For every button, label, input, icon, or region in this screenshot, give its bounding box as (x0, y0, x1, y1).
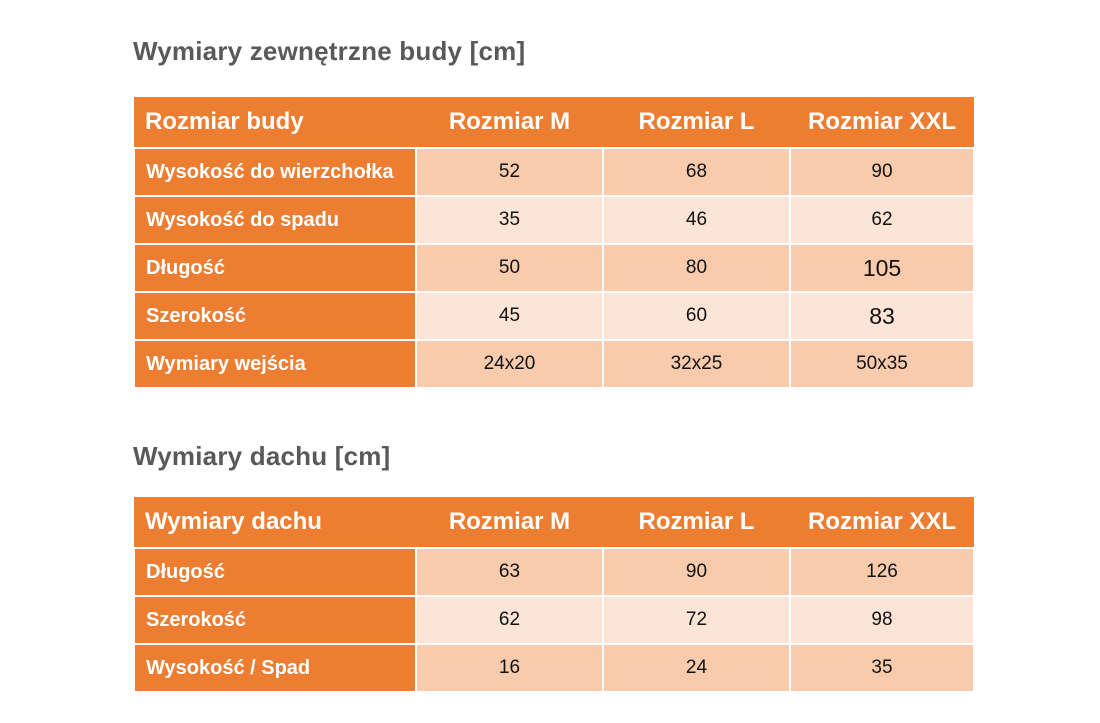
cell-value: 62 (789, 195, 975, 245)
cell-value: 90 (789, 147, 975, 197)
cell-value: 83 (789, 291, 975, 341)
cell-value: 35 (415, 195, 604, 245)
cell-value: 45 (415, 291, 604, 341)
cell-value: 16 (415, 643, 604, 693)
column-header-size-xxl: Rozmiar XXL (790, 497, 974, 548)
table-header-row: Wymiary dachu Rozmiar M Rozmiar L Rozmia… (134, 497, 974, 548)
cell-value: 24x20 (415, 339, 604, 389)
table-row: Szerokość 45 60 83 (133, 291, 975, 341)
cell-value: 62 (415, 595, 604, 645)
column-header-size-l: Rozmiar L (603, 497, 790, 548)
cell-value: 90 (602, 547, 791, 597)
row-label: Wysokość do wierzchołka (133, 147, 417, 197)
cell-value: 80 (602, 243, 791, 293)
table-title-outer-dimensions: Wymiary zewnętrzne budy [cm] (133, 36, 526, 66)
cell-value: 98 (789, 595, 975, 645)
row-label: Długość (133, 547, 417, 597)
row-label: Wysokość do spadu (133, 195, 417, 245)
cell-value: 60 (602, 291, 791, 341)
row-label: Długość (133, 243, 417, 293)
cell-value: 105 (789, 243, 975, 293)
row-label: Szerokość (133, 291, 417, 341)
cell-value: 46 (602, 195, 791, 245)
roof-dimensions-table: Wymiary dachu Rozmiar M Rozmiar L Rozmia… (133, 497, 975, 693)
table-row: Długość 63 90 126 (133, 547, 975, 597)
cell-value: 50x35 (789, 339, 975, 389)
row-label: Wysokość / Spad (133, 643, 417, 693)
table-row: Szerokość 62 72 98 (133, 595, 975, 645)
table-row: Wymiary wejścia 24x20 32x25 50x35 (133, 339, 975, 389)
cell-value: 68 (602, 147, 791, 197)
cell-value: 50 (415, 243, 604, 293)
table-row: Wysokość do wierzchołka 52 68 90 (133, 147, 975, 197)
table-row: Wysokość do spadu 35 46 62 (133, 195, 975, 245)
cell-value: 63 (415, 547, 604, 597)
column-header-size-l: Rozmiar L (603, 97, 790, 148)
column-header-label: Wymiary dachu (134, 497, 416, 548)
outer-dimensions-table: Rozmiar budy Rozmiar M Rozmiar L Rozmiar… (133, 97, 975, 389)
table-title-roof-dimensions: Wymiary dachu [cm] (133, 441, 391, 471)
column-header-label: Rozmiar budy (134, 97, 416, 148)
cell-value: 24 (602, 643, 791, 693)
column-header-size-xxl: Rozmiar XXL (790, 97, 974, 148)
row-label: Szerokość (133, 595, 417, 645)
cell-value: 35 (789, 643, 975, 693)
table-row: Wysokość / Spad 16 24 35 (133, 643, 975, 693)
column-header-size-m: Rozmiar M (416, 97, 603, 148)
table-row: Długość 50 80 105 (133, 243, 975, 293)
cell-value: 52 (415, 147, 604, 197)
cell-value: 32x25 (602, 339, 791, 389)
cell-value: 126 (789, 547, 975, 597)
cell-value: 72 (602, 595, 791, 645)
table-header-row: Rozmiar budy Rozmiar M Rozmiar L Rozmiar… (134, 97, 974, 148)
column-header-size-m: Rozmiar M (416, 497, 603, 548)
row-label: Wymiary wejścia (133, 339, 417, 389)
